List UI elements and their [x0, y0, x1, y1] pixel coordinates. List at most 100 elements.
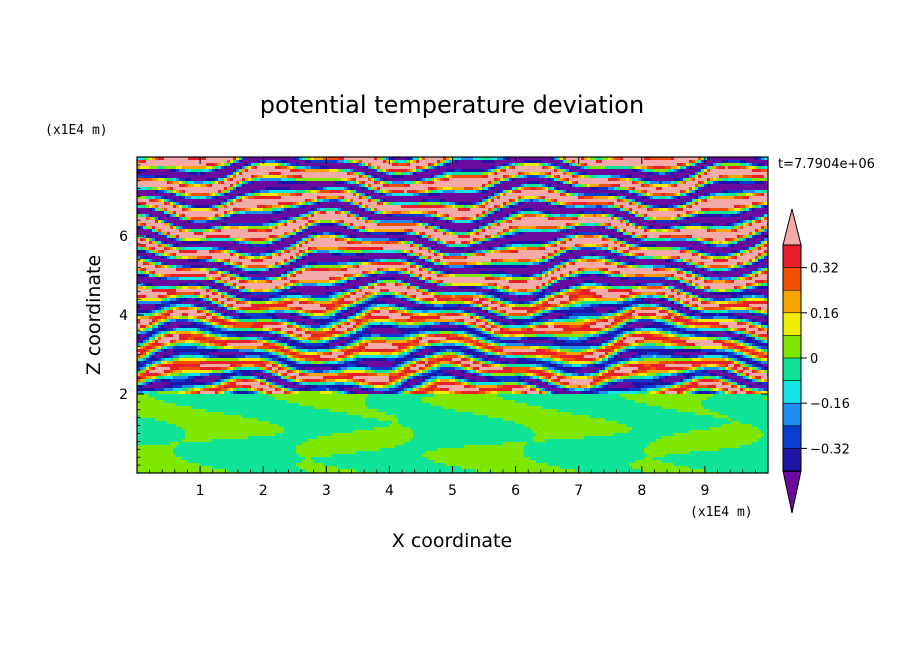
field-cell — [377, 202, 380, 205]
field-cell — [191, 178, 194, 181]
field-cell — [743, 223, 746, 226]
field-cell — [608, 217, 611, 220]
field-cell — [764, 214, 767, 217]
field-cell — [248, 187, 251, 190]
field-cell — [260, 160, 263, 163]
field-cell — [164, 196, 167, 199]
field-cell — [257, 169, 260, 172]
field-cell — [473, 196, 476, 199]
field-cell — [653, 184, 656, 187]
field-cell — [401, 208, 404, 211]
field-cell — [587, 217, 590, 220]
field-cell — [434, 193, 437, 196]
field-cell — [446, 211, 449, 214]
field-cell — [611, 172, 614, 175]
field-cell — [380, 193, 383, 196]
field-cell — [152, 217, 155, 220]
field-cell — [218, 187, 221, 190]
field-cell — [380, 196, 383, 199]
field-cell — [521, 214, 524, 217]
field-cell — [446, 172, 449, 175]
field-cell — [590, 172, 593, 175]
field-cell — [278, 211, 281, 214]
field-cell — [167, 163, 170, 166]
field-cell — [242, 217, 245, 220]
field-cell — [335, 214, 338, 217]
field-cell — [746, 217, 749, 220]
field-cell — [149, 175, 152, 178]
field-cell — [449, 178, 452, 181]
field-cell — [323, 205, 326, 208]
field-cell — [254, 193, 257, 196]
field-cell — [626, 202, 629, 205]
field-cell — [530, 169, 533, 172]
field-cell — [260, 172, 263, 175]
field-cell — [350, 190, 353, 193]
field-cell — [410, 175, 413, 178]
field-cell — [638, 172, 641, 175]
field-cell — [167, 217, 170, 220]
field-cell — [365, 199, 368, 202]
field-cell — [296, 163, 299, 166]
field-cell — [368, 187, 371, 190]
field-cell — [515, 223, 518, 226]
field-cell — [677, 196, 680, 199]
field-cell — [263, 187, 266, 190]
field-cell — [251, 202, 254, 205]
field-cell — [281, 175, 284, 178]
field-cell — [146, 199, 149, 202]
field-cell — [518, 190, 521, 193]
field-cell — [749, 193, 752, 196]
field-cell — [317, 208, 320, 211]
field-cell — [584, 208, 587, 211]
field-cell — [464, 214, 467, 217]
field-cell — [206, 160, 209, 163]
field-cell — [215, 220, 218, 223]
field-cell — [212, 166, 215, 169]
field-cell — [491, 199, 494, 202]
field-cell — [227, 217, 230, 220]
field-cell — [368, 214, 371, 217]
field-cell — [569, 211, 572, 214]
field-cell — [491, 169, 494, 172]
field-cell — [602, 172, 605, 175]
field-cell — [194, 211, 197, 214]
field-cell — [461, 220, 464, 223]
field-cell — [512, 214, 515, 217]
field-cell — [179, 202, 182, 205]
field-cell — [446, 160, 449, 163]
field-cell — [233, 190, 236, 193]
field-cell — [764, 178, 767, 181]
field-cell — [455, 220, 458, 223]
field-cell — [620, 220, 623, 223]
field-cell — [485, 178, 488, 181]
field-cell — [647, 163, 650, 166]
field-cell — [611, 193, 614, 196]
field-cell — [542, 169, 545, 172]
field-cell — [716, 193, 719, 196]
field-cell — [164, 178, 167, 181]
field-cell — [362, 226, 365, 229]
field-cell — [497, 184, 500, 187]
field-cell — [575, 208, 578, 211]
field-cell — [383, 184, 386, 187]
field-cell — [317, 172, 320, 175]
field-cell — [452, 181, 455, 184]
field-cell — [242, 175, 245, 178]
field-cell — [167, 226, 170, 229]
field-cell — [338, 163, 341, 166]
field-cell — [269, 172, 272, 175]
field-cell — [500, 196, 503, 199]
field-cell — [740, 190, 743, 193]
field-cell — [299, 190, 302, 193]
field-cell — [371, 178, 374, 181]
field-cell — [752, 196, 755, 199]
field-cell — [593, 208, 596, 211]
field-cell — [377, 205, 380, 208]
field-cell — [659, 202, 662, 205]
field-cell — [236, 163, 239, 166]
field-cell — [389, 181, 392, 184]
field-cell — [305, 196, 308, 199]
field-cell — [650, 190, 653, 193]
field-cell — [650, 166, 653, 169]
